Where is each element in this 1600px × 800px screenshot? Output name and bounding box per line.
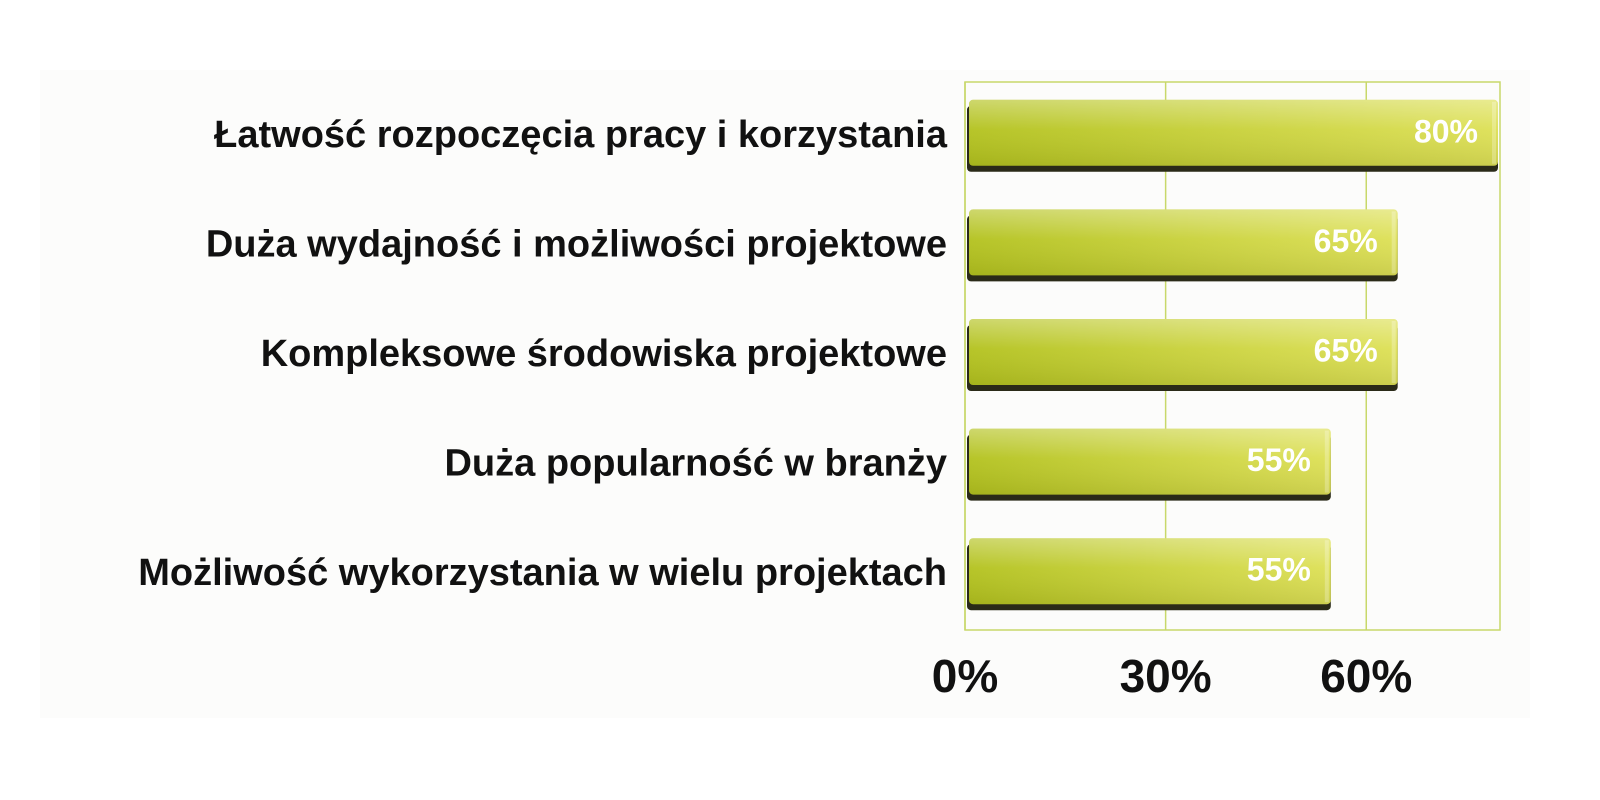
bar-endcap [1492,101,1496,164]
bar-chart: 80% 65% 65% 55% 55% Łatwość rozpoczęcia prac… [138,81,1501,702]
bar-endcap [1391,211,1396,274]
value-label-5: 55% [1247,552,1311,588]
category-label-4: Duża popularność w branży [444,443,947,485]
x-tick-label-1: 0% [932,650,998,702]
bar-group-1: 80% [967,99,1498,172]
bar-shine [969,99,1498,166]
value-label-3: 65% [1314,332,1378,368]
bar-shine [969,209,1398,276]
chart-panel: 80% 65% 65% 55% 55% Łatwość rozpoczęcia prac… [40,70,1530,718]
bar-endcap [1324,430,1329,493]
x-tick-label-3: 60% [1320,650,1412,702]
value-label-1: 80% [1414,113,1478,149]
category-label-5: Możliwość wykorzystania w wielu projekta… [138,552,947,594]
bar-group-5: 55% [967,538,1331,611]
value-label-2: 65% [1314,223,1378,259]
category-label-1: Łatwość rozpoczęcia pracy i korzystania [214,114,948,156]
bars: 80% 65% 65% 55% 55% [967,99,1498,611]
bar-group-3: 65% [967,319,1398,391]
category-label-3: Kompleksowe środowiska projektowe [261,333,947,375]
x-axis-ticks: 0% 30% 60% [932,650,1413,702]
bar-endcap [1324,540,1329,603]
bar-group-4: 55% [967,428,1331,501]
bar-shine [969,428,1331,495]
bar-endcap [1391,321,1396,383]
bar-shine [969,319,1398,385]
x-tick-label-2: 30% [1120,650,1212,702]
bar-shine [969,538,1331,605]
category-labels: Łatwość rozpoczęcia pracy i korzystania D… [138,114,948,594]
category-label-2: Duża wydajność i możliwości projektowe [206,223,947,265]
value-label-4: 55% [1247,442,1311,478]
bar-group-2: 65% [967,209,1398,282]
